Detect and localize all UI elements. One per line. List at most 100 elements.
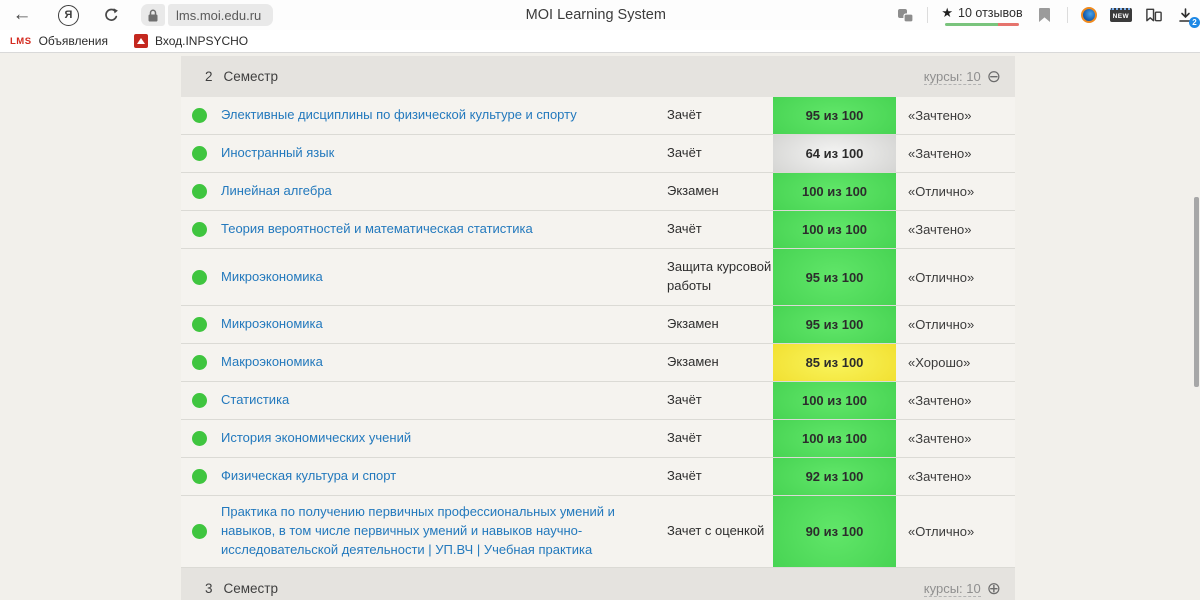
bookmark-item-inpsycho[interactable]: Вход.INPSYCHO — [133, 34, 249, 48]
reviews-widget[interactable]: ★ 10 отзывов — [941, 4, 1023, 26]
yandex-logo-icon[interactable]: Я — [58, 4, 79, 26]
course-status-icon — [192, 393, 207, 408]
semester-title: Семестр — [223, 581, 279, 596]
scrollbar-thumb[interactable] — [1194, 197, 1199, 387]
course-status-icon — [192, 431, 207, 446]
grade-text: «Зачтено» — [908, 431, 972, 446]
grade-text: «Зачтено» — [908, 108, 972, 123]
course-status-icon — [192, 108, 207, 123]
assessment-type: Защита курсовой работы — [667, 259, 772, 293]
course-row: Линейная алгебра Экзамен 100 из 100 «Отл… — [181, 173, 1015, 211]
download-icon[interactable]: 2 — [1176, 6, 1200, 28]
course-status-icon — [192, 269, 207, 285]
assessment-type: Зачёт — [667, 468, 702, 484]
divider — [1066, 7, 1068, 23]
course-link[interactable]: Линейная алгебра — [221, 183, 332, 199]
semester-title: Семестр — [223, 69, 279, 84]
score-badge: 100 из 100 — [773, 420, 896, 457]
course-row: Физическая культура и спорт Зачёт 92 из … — [181, 458, 1015, 496]
grade-text: «Отлично» — [908, 269, 975, 285]
score-badge: 85 из 100 — [773, 344, 896, 381]
course-link[interactable]: Статистика — [221, 392, 290, 408]
course-link[interactable]: Макроэкономика — [221, 354, 323, 370]
grade-text: «Зачтено» — [908, 393, 972, 408]
bookmark-label: Объявления — [38, 34, 108, 48]
score-badge: 95 из 100 — [773, 249, 896, 305]
star-icon: ★ — [941, 4, 954, 20]
plus-circle-icon[interactable]: ⊕ — [986, 579, 1001, 598]
course-row: История экономических учений Зачёт 100 и… — [181, 420, 1015, 458]
side-panel-icon[interactable] — [896, 6, 914, 24]
assessment-type: Зачёт — [667, 430, 702, 446]
rating-bar — [945, 22, 1019, 26]
bookmark-item-announcements[interactable]: LMS Объявления — [10, 34, 108, 48]
bookmark-icon[interactable] — [1036, 6, 1054, 24]
assessment-type: Зачёт — [667, 221, 702, 237]
course-link[interactable]: История экономических учений — [221, 430, 412, 446]
semester-number: 2 — [205, 69, 213, 84]
url-text[interactable]: lms.moi.edu.ru — [168, 4, 274, 26]
bookmark-label: Вход.INPSYCHO — [154, 34, 249, 48]
courses-count-link[interactable]: курсы: 10 — [923, 68, 981, 85]
extension-icon[interactable] — [1080, 7, 1097, 23]
download-count-badge: 2 — [1189, 17, 1200, 28]
collections-icon[interactable] — [1145, 6, 1163, 24]
course-row: Практика по получению первичных професси… — [181, 496, 1015, 568]
minus-circle-icon[interactable]: ⊖ — [986, 67, 1001, 86]
divider — [927, 7, 929, 23]
course-link[interactable]: Микроэкономика — [221, 316, 323, 332]
assessment-type: Зачет с оценкой — [667, 523, 765, 539]
score-badge: 95 из 100 — [773, 97, 896, 134]
refresh-icon[interactable] — [97, 2, 125, 28]
score-badge: 64 из 100 — [773, 135, 896, 172]
semester-number: 3 — [205, 581, 213, 596]
address-bar[interactable]: lms.moi.edu.ru — [141, 4, 274, 26]
course-link[interactable]: Практика по получению первичных професси… — [221, 504, 615, 557]
grades-table: 2 Семестр курсы: 10 ⊖ Элективные дисципл… — [181, 56, 1015, 600]
back-icon[interactable]: ← — [12, 4, 32, 25]
semester-footer: 3 Семестр курсы: 10 ⊕ — [181, 568, 1015, 600]
grade-text: «Отлично» — [908, 524, 975, 539]
assessment-type: Зачёт — [667, 107, 702, 123]
course-link[interactable]: Теория вероятностей и математическая ста… — [221, 221, 533, 237]
grade-text: «Зачтено» — [908, 469, 972, 484]
assessment-type: Экзамен — [667, 183, 719, 199]
course-row: Микроэкономика Защита курсовой работы 95… — [181, 249, 1015, 306]
courses-count-link[interactable]: курсы: 10 — [923, 580, 981, 597]
assessment-type: Зачёт — [667, 145, 702, 161]
course-status-icon — [192, 146, 207, 161]
page-viewport: 2 Семестр курсы: 10 ⊖ Элективные дисципл… — [0, 53, 1200, 600]
course-row: Теория вероятностей и математическая ста… — [181, 211, 1015, 249]
inpsycho-favicon — [133, 34, 148, 48]
score-badge: 95 из 100 — [773, 306, 896, 343]
course-status-icon — [192, 355, 207, 370]
score-badge: 92 из 100 — [773, 458, 896, 495]
toolbar-right-icons: ★ 10 отзывов NEW 2 — [896, 0, 1200, 30]
browser-toolbar: ← Я lms.moi.edu.ru MOI Learning System ★… — [0, 0, 1200, 30]
course-link[interactable]: Микроэкономика — [221, 268, 323, 284]
course-row: Микроэкономика Экзамен 95 из 100 «Отличн… — [181, 306, 1015, 344]
course-row: Статистика Зачёт 100 из 100 «Зачтено» — [181, 382, 1015, 420]
course-status-icon — [192, 524, 207, 539]
assessment-type: Зачёт — [667, 392, 702, 408]
course-link[interactable]: Физическая культура и спорт — [221, 468, 397, 484]
semester-header: 2 Семестр курсы: 10 ⊖ — [181, 56, 1015, 97]
score-badge: 100 из 100 — [773, 211, 896, 248]
course-link[interactable]: Элективные дисциплины по физической куль… — [221, 107, 577, 123]
bookmarks-bar: LMS Объявления Вход.INPSYCHO — [0, 30, 1200, 53]
score-badge: 100 из 100 — [773, 173, 896, 210]
grade-text: «Зачтено» — [908, 146, 972, 161]
page-title: MOI Learning System — [525, 7, 666, 23]
grade-text: «Отлично» — [908, 317, 975, 332]
grade-text: «Зачтено» — [908, 222, 972, 237]
lock-icon[interactable] — [141, 4, 165, 26]
assessment-type: Экзамен — [667, 316, 719, 332]
new-episodes-icon[interactable]: NEW — [1109, 8, 1132, 22]
lms-favicon: LMS — [10, 35, 32, 47]
course-row: Иностранный язык Зачёт 64 из 100 «Зачтен… — [181, 135, 1015, 173]
course-row: Элективные дисциплины по физической куль… — [181, 97, 1015, 135]
course-link[interactable]: Иностранный язык — [221, 145, 335, 161]
score-badge: 100 из 100 — [773, 382, 896, 419]
course-status-icon — [192, 469, 207, 484]
reviews-count: 10 отзывов — [958, 5, 1023, 20]
